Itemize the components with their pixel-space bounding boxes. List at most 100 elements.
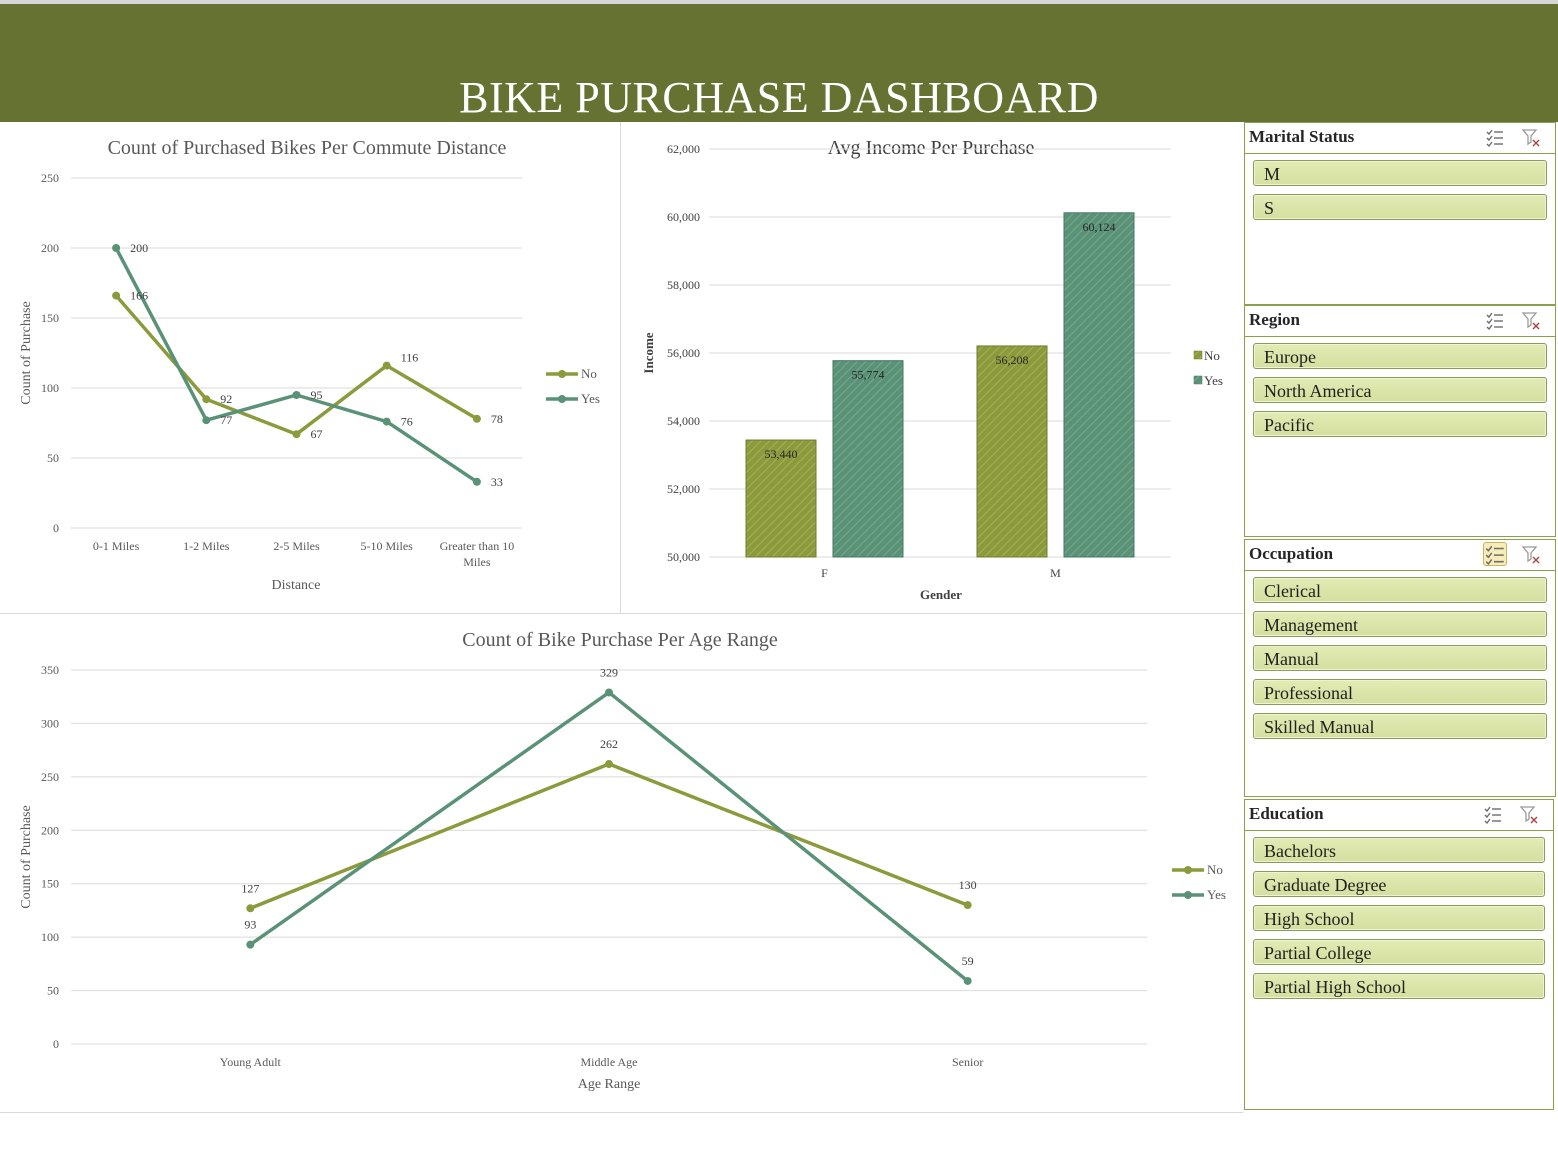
legend-label: Yes bbox=[1207, 887, 1226, 902]
data-point bbox=[472, 414, 481, 423]
legend-swatch bbox=[1193, 375, 1203, 385]
slicer-item-management[interactable]: Management bbox=[1253, 611, 1547, 637]
bar-no-f bbox=[745, 439, 817, 558]
x-axis-label: Age Range bbox=[578, 1077, 641, 1092]
slicer-item-partial-high-school[interactable]: Partial High School bbox=[1253, 973, 1545, 999]
multi-select-icon[interactable] bbox=[1485, 127, 1505, 147]
x-tick-label: 2-5 Miles bbox=[273, 539, 320, 553]
chart-title: Count of Bike Purchase Per Age Range bbox=[462, 629, 778, 651]
slicer-item-professional[interactable]: Professional bbox=[1253, 679, 1547, 705]
data-point bbox=[246, 940, 255, 949]
slicer-title: Region bbox=[1249, 310, 1300, 329]
slicer-item-graduate-degree[interactable]: Graduate Degree bbox=[1253, 871, 1545, 897]
slicer-item-north-america[interactable]: North America bbox=[1253, 377, 1547, 403]
y-tick-label: 60,000 bbox=[667, 210, 700, 224]
slicer-item-partial-college[interactable]: Partial College bbox=[1253, 939, 1545, 965]
data-label: 77 bbox=[220, 413, 232, 427]
data-label: 166 bbox=[130, 289, 148, 303]
series-line-yes bbox=[114, 247, 478, 484]
slicer-header: Region bbox=[1245, 306, 1555, 337]
y-tick-label: 0 bbox=[53, 521, 59, 535]
slicer-item-s[interactable]: S bbox=[1253, 194, 1547, 220]
slicer-item-high-school[interactable]: High School bbox=[1253, 905, 1545, 931]
y-tick-label: 250 bbox=[41, 171, 59, 185]
slicer-region: Region Europe North America Pacific bbox=[1244, 305, 1556, 537]
y-tick-label: 200 bbox=[41, 823, 59, 837]
slicer-items: M S bbox=[1245, 160, 1555, 220]
slicer-title: Marital Status bbox=[1249, 127, 1355, 146]
slicer-marital-status: Marital Status M S bbox=[1244, 122, 1556, 305]
data-point bbox=[202, 395, 211, 404]
x-tick-label: 1-2 Miles bbox=[183, 539, 230, 553]
data-point bbox=[382, 361, 391, 370]
x-tick-label: Greater than 10 Miles bbox=[440, 539, 515, 569]
slicer-item-europe[interactable]: Europe bbox=[1253, 343, 1547, 369]
clear-filter-icon[interactable] bbox=[1519, 804, 1539, 824]
slicer-title: Education bbox=[1249, 804, 1324, 823]
avg-income-chart[interactable]: Avg Income Per Purchase 50,000 52,000 54,00… bbox=[621, 122, 1243, 614]
x-tick-label: 0-1 Miles bbox=[93, 539, 140, 553]
y-tick-label: 56,000 bbox=[667, 346, 700, 360]
data-point bbox=[292, 430, 301, 439]
legend-marker bbox=[1184, 866, 1192, 874]
slicer-item-pacific[interactable]: Pacific bbox=[1253, 411, 1547, 437]
slicer-item-m[interactable]: M bbox=[1253, 160, 1547, 186]
bar-no-m bbox=[976, 345, 1048, 558]
slicer-item-bachelors[interactable]: Bachelors bbox=[1253, 837, 1545, 863]
legend-marker bbox=[558, 370, 566, 378]
data-label: 262 bbox=[600, 737, 618, 751]
data-label: 93 bbox=[244, 918, 256, 932]
y-tick-label: 150 bbox=[41, 877, 59, 891]
age-range-chart[interactable]: Count of Bike Purchase Per Age Range 0 50 1… bbox=[0, 614, 1243, 1113]
data-label: 92 bbox=[220, 392, 232, 406]
y-tick-label: 50,000 bbox=[667, 550, 700, 564]
slicer-item-manual[interactable]: Manual bbox=[1253, 645, 1547, 671]
clear-filter-icon[interactable] bbox=[1521, 310, 1541, 330]
multi-select-icon[interactable] bbox=[1483, 542, 1507, 566]
chart-title: Avg Income Per Purchase bbox=[828, 137, 1035, 159]
y-tick-label: 100 bbox=[41, 930, 59, 944]
legend-swatch bbox=[1193, 350, 1203, 360]
commute-distance-chart[interactable]: Count of Purchased Bikes Per Commute Dis… bbox=[0, 122, 621, 614]
data-label: 95 bbox=[311, 388, 323, 402]
x-tick-label: Middle Age bbox=[581, 1055, 638, 1069]
clear-filter-icon[interactable] bbox=[1521, 544, 1541, 564]
y-tick-label: 250 bbox=[41, 770, 59, 784]
commute-distance-chart-svg: Count of Purchased Bikes Per Commute Dis… bbox=[19, 137, 600, 593]
y-tick-label: 50 bbox=[47, 984, 59, 998]
y-tick-label: 62,000 bbox=[667, 142, 700, 156]
legend-marker bbox=[1184, 891, 1192, 899]
data-label: 329 bbox=[600, 665, 618, 679]
slicer-education: Education Bachelors Graduate Degree High… bbox=[1244, 799, 1554, 1110]
y-tick-label: 58,000 bbox=[667, 278, 700, 292]
y-tick-label: 0 bbox=[53, 1037, 59, 1051]
window-top-border bbox=[0, 0, 1558, 4]
multi-select-icon[interactable] bbox=[1483, 804, 1503, 824]
bar-yes-m bbox=[1063, 212, 1135, 558]
slicer-item-skilled-manual[interactable]: Skilled Manual bbox=[1253, 713, 1547, 739]
multi-select-icon[interactable] bbox=[1485, 310, 1505, 330]
y-tick-label: 300 bbox=[41, 716, 59, 730]
y-tick-label: 54,000 bbox=[667, 414, 700, 428]
legend-label: No bbox=[581, 366, 597, 381]
y-tick-label: 350 bbox=[41, 663, 59, 677]
x-axis-label: Distance bbox=[272, 578, 321, 593]
clear-filter-icon[interactable] bbox=[1521, 127, 1541, 147]
data-point bbox=[605, 760, 613, 769]
x-tick-label: F bbox=[821, 566, 828, 580]
data-label: 76 bbox=[401, 415, 413, 429]
data-point bbox=[202, 416, 211, 425]
slicer-item-clerical[interactable]: Clerical bbox=[1253, 577, 1547, 603]
bar-yes-f bbox=[832, 360, 904, 558]
dashboard-title: BIKE PURCHASE DASHBOARD bbox=[459, 73, 1099, 122]
legend-label: Yes bbox=[581, 391, 600, 406]
chart-title: Count of Purchased Bikes Per Commute Dis… bbox=[108, 137, 507, 159]
data-label: 116 bbox=[401, 351, 419, 365]
slicer-items: Clerical Management Manual Professional … bbox=[1245, 577, 1555, 739]
data-point bbox=[246, 904, 255, 913]
slicer-title: Occupation bbox=[1249, 544, 1334, 563]
x-tick-label: M bbox=[1050, 566, 1061, 580]
y-tick-label: 52,000 bbox=[667, 482, 700, 496]
x-axis-label: Gender bbox=[920, 587, 962, 602]
series-line-yes bbox=[249, 690, 969, 983]
